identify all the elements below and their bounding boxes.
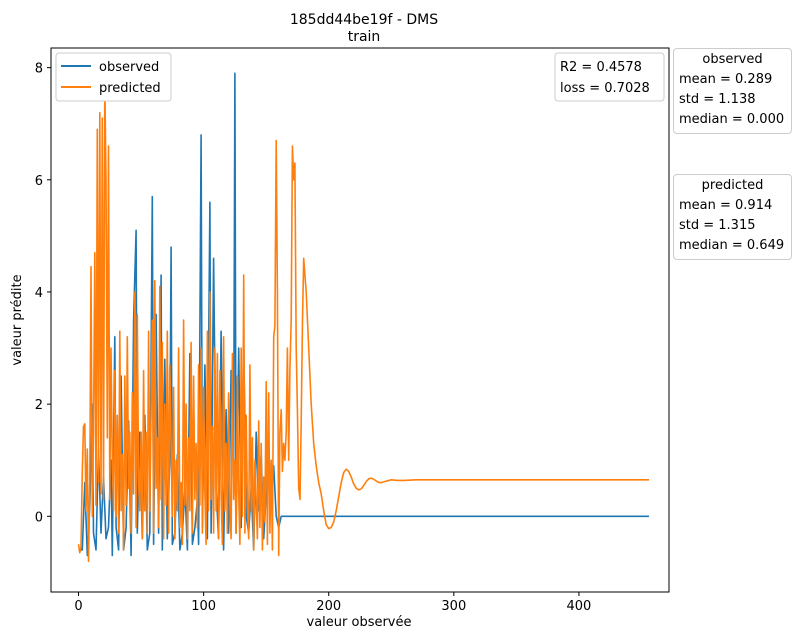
x-tick-label: 100 — [191, 599, 216, 614]
y-tick-label: 8 — [35, 62, 43, 77]
x-axis-label: valeur observée — [307, 615, 412, 630]
predicted-std: std = 1.315 — [679, 218, 756, 233]
plot-area — [50, 47, 670, 593]
y-tick-label: 2 — [35, 398, 43, 413]
y-tick-label: 0 — [35, 510, 43, 525]
y-tick-label: 4 — [35, 286, 43, 301]
x-tick-label: 0 — [74, 599, 82, 614]
loss-metric: loss = 0.7028 — [560, 81, 650, 96]
y-axis-ticks: 0 2 4 6 8 — [35, 62, 51, 525]
legend: observed predicted — [55, 52, 172, 102]
metrics-box: R2 = 0.4578 loss = 0.7028 — [554, 52, 665, 102]
x-tick-label: 400 — [567, 599, 592, 614]
r2-metric: R2 = 0.4578 — [560, 60, 642, 75]
x-axis-ticks: 0 100 200 300 400 — [74, 592, 591, 614]
series-line-predicted — [77, 83, 649, 562]
x-tick-label: 200 — [316, 599, 341, 614]
y-axis-label: valeur prédite — [10, 274, 25, 365]
observed-stats-title: observed — [702, 52, 763, 67]
chart-subtitle: train — [348, 29, 381, 45]
y-tick-label: 6 — [35, 174, 43, 189]
legend-label-predicted: predicted — [99, 81, 161, 96]
observed-median: median = 0.000 — [679, 112, 785, 127]
predicted-stats-title: predicted — [701, 178, 764, 193]
chart-title: 185dd44be19f - DMS — [290, 12, 438, 28]
predicted-mean: mean = 0.914 — [679, 198, 773, 213]
legend-label-observed: observed — [99, 60, 159, 75]
observed-std: std = 1.138 — [679, 92, 756, 107]
metrics-box-frame — [554, 52, 665, 102]
observed-stats-box: observed mean = 0.289 std = 1.138 median… — [673, 48, 792, 134]
predicted-median: median = 0.649 — [679, 238, 785, 253]
predicted-stats-box: predicted mean = 0.914 std = 1.315 media… — [673, 174, 792, 260]
observed-mean: mean = 0.289 — [679, 72, 773, 87]
series-lines — [77, 72, 649, 562]
x-tick-label: 300 — [441, 599, 466, 614]
